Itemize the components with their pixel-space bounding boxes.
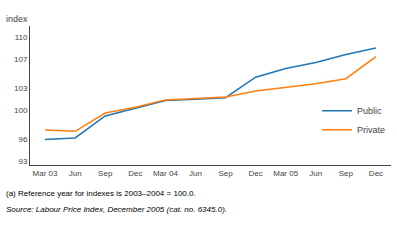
svg-text:Mar 04: Mar 04 <box>153 169 178 178</box>
svg-text:Sep: Sep <box>339 169 354 178</box>
svg-text:110: 110 <box>15 33 28 42</box>
svg-text:100: 100 <box>14 106 28 115</box>
svg-text:Dec: Dec <box>369 169 383 178</box>
svg-text:107: 107 <box>14 55 28 64</box>
svg-text:103: 103 <box>14 84 28 93</box>
svg-text:Public: Public <box>357 106 382 116</box>
svg-text:Jun: Jun <box>309 169 322 178</box>
svg-text:Sep: Sep <box>98 169 113 178</box>
svg-text:Jun: Jun <box>69 169 82 178</box>
svg-text:Mar 03: Mar 03 <box>33 169 58 178</box>
svg-text:Sep: Sep <box>218 169 233 178</box>
svg-text:Dec: Dec <box>249 169 263 178</box>
svg-text:Dec: Dec <box>128 169 142 178</box>
svg-text:index: index <box>6 14 28 24</box>
svg-text:Private: Private <box>357 125 385 135</box>
svg-text:93: 93 <box>18 157 27 166</box>
svg-text:Jun: Jun <box>189 169 202 178</box>
svg-text:(a) Reference year for indexes: (a) Reference year for indexes is 2003–2… <box>6 189 196 198</box>
svg-text:Mar 05: Mar 05 <box>273 169 298 178</box>
svg-text:96: 96 <box>18 135 27 144</box>
svg-text:Source: Labour Price Index, De: Source: Labour Price Index, December 200… <box>6 205 227 214</box>
